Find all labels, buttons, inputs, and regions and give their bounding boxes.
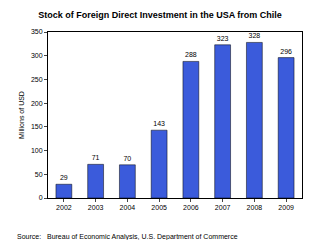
svg-text:2008: 2008 bbox=[247, 204, 263, 211]
svg-text:2009: 2009 bbox=[278, 204, 294, 211]
svg-text:50: 50 bbox=[35, 171, 43, 178]
svg-text:200: 200 bbox=[31, 100, 43, 107]
svg-text:143: 143 bbox=[153, 120, 165, 127]
svg-text:29: 29 bbox=[60, 174, 68, 181]
svg-text:2002: 2002 bbox=[56, 204, 72, 211]
svg-text:300: 300 bbox=[31, 52, 43, 59]
svg-text:328: 328 bbox=[248, 32, 260, 39]
svg-text:350: 350 bbox=[31, 28, 43, 35]
svg-text:288: 288 bbox=[185, 51, 197, 58]
svg-text:296: 296 bbox=[280, 48, 292, 55]
svg-text:100: 100 bbox=[31, 147, 43, 154]
svg-text:Source: Bureau of Economic A: Source: Bureau of Economic Analysis, U.S… bbox=[17, 233, 238, 240]
svg-text:70: 70 bbox=[123, 155, 131, 162]
svg-text:0: 0 bbox=[39, 194, 43, 201]
svg-text:250: 250 bbox=[31, 76, 43, 83]
svg-text:150: 150 bbox=[31, 123, 43, 130]
svg-text:2004: 2004 bbox=[120, 204, 136, 211]
svg-text:2003: 2003 bbox=[88, 204, 104, 211]
svg-text:2006: 2006 bbox=[183, 204, 199, 211]
svg-text:323: 323 bbox=[217, 35, 229, 42]
svg-text:2007: 2007 bbox=[215, 204, 231, 211]
svg-text:Millions of USD: Millions of USD bbox=[18, 91, 25, 139]
svg-text:2005: 2005 bbox=[151, 204, 167, 211]
svg-text:71: 71 bbox=[92, 154, 100, 161]
svg-text:Stock of Foreign Direct Invest: Stock of Foreign Direct Investment in th… bbox=[38, 10, 282, 20]
